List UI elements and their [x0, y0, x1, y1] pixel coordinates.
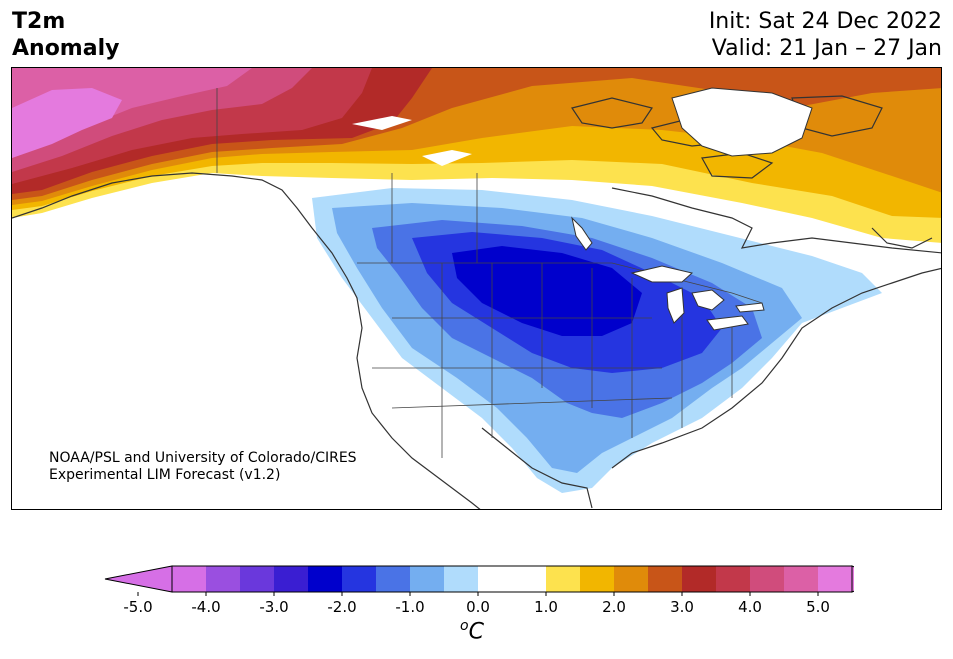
- coastlines: [12, 95, 941, 509]
- colorbar-tick-label: -2.0: [327, 598, 356, 616]
- colorbar-swatch: [444, 566, 478, 592]
- colorbar-tick-label: 5.0: [806, 598, 830, 616]
- unit-label: C: [468, 619, 484, 645]
- colorbar-unit: oC: [460, 618, 484, 644]
- colorbar-swatch: [546, 566, 580, 592]
- colorbar-swatch: [750, 566, 784, 592]
- credit-line-1: NOAA/PSL and University of Colorado/CIRE…: [49, 450, 357, 466]
- political-borders: [216, 88, 763, 458]
- colorbar-frame: [171, 565, 853, 593]
- colorbar-swatch: [342, 566, 376, 592]
- map-canvas: [12, 68, 941, 509]
- colorbar-tick-label: -3.0: [259, 598, 288, 616]
- colorbar-swatch: [580, 566, 614, 592]
- lake-winnipeg: [571, 216, 593, 251]
- colorbar-swatch: [648, 566, 682, 592]
- cold-band-5: [452, 246, 642, 336]
- colorbar-tick-label: 4.0: [738, 598, 762, 616]
- map-title: T2m Anomaly: [12, 8, 119, 62]
- warm-band-9: [12, 88, 122, 158]
- hudson-bay: [671, 87, 813, 157]
- colorbar: -5.0 -4.0 -3.0 -2.0 -1.0 0.0 1.0 2.0 3.0 4.0 5.0: [104, 564, 887, 620]
- unit-degree: o: [460, 618, 469, 634]
- init-date: Init: Sat 24 Dec 2022: [708, 9, 942, 34]
- anomaly-map: [11, 67, 942, 510]
- title-type: Anomaly: [12, 36, 120, 61]
- colorbar-swatch: [376, 566, 410, 592]
- colorbar-tick-label: 2.0: [602, 598, 626, 616]
- colorbar-swatch: [308, 566, 342, 592]
- colorbar-swatch: [614, 566, 648, 592]
- colorbar-swatch: [682, 566, 716, 592]
- great-lakes: [630, 265, 765, 331]
- colorbar-swatch: [240, 566, 274, 592]
- colorbar-extend-low: [104, 565, 173, 593]
- colorbar-tick-label: -1.0: [395, 598, 424, 616]
- colorbar-swatch: [172, 566, 206, 592]
- colorbar-swatch: [410, 566, 444, 592]
- colorbar-tick-label: -4.0: [191, 598, 220, 616]
- great-slave-lake: [352, 116, 412, 130]
- colorbar-swatch: [818, 566, 852, 592]
- colorbar-tick-label: 0.0: [466, 598, 490, 616]
- colorbar-swatch: [784, 566, 818, 592]
- valid-date: Valid: 21 Jan – 27 Jan: [711, 36, 942, 61]
- date-info: Init: Sat 24 Dec 2022 Valid: 21 Jan – 27…: [709, 8, 942, 62]
- colorbar-swatch: [512, 566, 546, 592]
- colorbar-tick-label: -5.0: [123, 598, 152, 616]
- colorbar-tick-label: 1.0: [534, 598, 558, 616]
- colorbar-swatch: [478, 566, 512, 592]
- credit-line-2: Experimental LIM Forecast (v1.2): [49, 467, 281, 483]
- colorbar-graphic: -5.0 -4.0 -3.0 -2.0 -1.0 0.0 1.0 2.0 3.0 4.0 5.0: [104, 565, 887, 616]
- credit-text: NOAA/PSL and University of Colorado/CIRE…: [49, 450, 357, 484]
- colorbar-swatch: [274, 566, 308, 592]
- great-bear-lake: [422, 150, 472, 166]
- colorbar-swatch: [716, 566, 750, 592]
- colorbar-tick-label: 3.0: [670, 598, 694, 616]
- title-variable: T2m: [12, 9, 66, 34]
- colorbar-swatch: [206, 566, 240, 592]
